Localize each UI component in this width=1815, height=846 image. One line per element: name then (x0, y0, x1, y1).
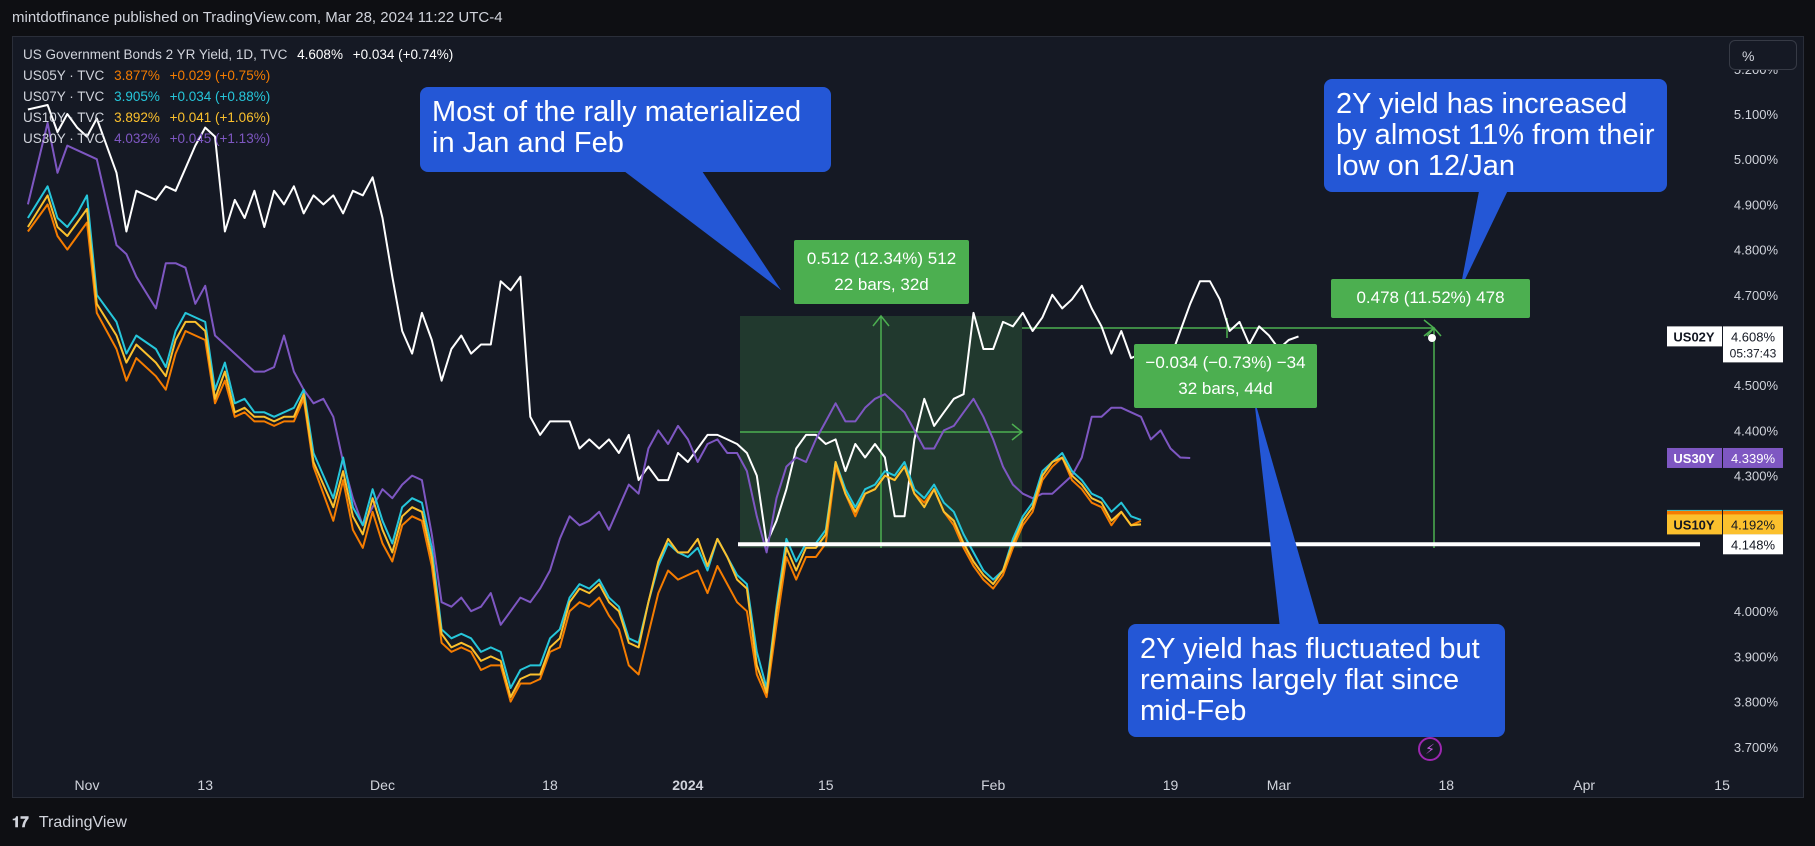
footer-brand-text: TradingView (38, 814, 127, 831)
legend-change: +0.034 (+0.88%) (169, 89, 271, 104)
measure-box-rally: 0.512 (12.34%) 512 22 bars, 32d (794, 240, 969, 304)
y-tick-label: 3.800% (1734, 695, 1779, 710)
y-tick-label: 4.000% (1734, 604, 1779, 619)
price-tag-countdown: 05:37:43 (1730, 346, 1777, 360)
legend-row-us07y[interactable]: US07Y · TVC 3.905% +0.034 (+0.88%) (23, 86, 453, 107)
y-tick-label: 3.700% (1734, 740, 1779, 755)
y-tick-label: 4.500% (1734, 378, 1779, 393)
measure-box-flat: −0.034 (−0.73%) −34 32 bars, 44d (1134, 344, 1317, 408)
legend-row-us30y[interactable]: US30Y · TVC 4.032% +0.045 (+1.13%) (23, 128, 453, 149)
callout-pointer (1254, 398, 1320, 628)
y-tick-label: 4.400% (1734, 423, 1779, 438)
series-line-us10y (27, 194, 1142, 699)
arrowhead (1011, 423, 1024, 441)
legend-name: US Government Bonds 2 YR Yield, 1D, TVC (23, 47, 288, 62)
price-tag-symbol-text: US10Y (1673, 517, 1715, 532)
y-tick-label: 5.100% (1734, 107, 1779, 122)
price-tag-value-text: 4.608% (1731, 329, 1776, 344)
legend-name: US10Y · TVC (23, 110, 105, 125)
price-tag-value (1723, 326, 1783, 363)
callout-increase: 2Y yield has increased by almost 11% fro… (1324, 79, 1667, 192)
y-tick-label: 4.700% (1734, 288, 1779, 303)
legend-row-us05y[interactable]: US05Y · TVC 3.877% +0.029 (+0.75%) (23, 65, 453, 86)
legend-row-us02y[interactable]: US Government Bonds 2 YR Yield, 1D, TVC … (23, 44, 453, 65)
measure-text: −0.034 (−0.73%) −34 (1145, 353, 1306, 372)
legend-price: 4.032% (114, 131, 160, 146)
y-tick-label: 4.800% (1734, 243, 1779, 258)
x-tick-label: 19 (1163, 777, 1179, 793)
legend-price: 4.608% (297, 47, 343, 62)
legend-name: US07Y · TVC (23, 89, 105, 104)
price-tag-value-text: 4.148% (1731, 537, 1776, 552)
price-tag-symbol (1667, 514, 1722, 535)
y-tick-label: 5.000% (1734, 152, 1779, 167)
legend-name: US05Y · TVC (23, 68, 105, 83)
callout-pointer (1460, 186, 1510, 290)
x-tick-label: Feb (981, 777, 1005, 793)
price-tag-value-text: 4.339% (1731, 451, 1776, 466)
percent-scale-button[interactable]: % (1729, 40, 1797, 70)
measure-text: 0.478 (11.52%) 478 (1356, 288, 1505, 307)
arrowhead (1426, 326, 1442, 337)
series-line-us05y (27, 203, 1142, 703)
last-point-marker (1428, 334, 1436, 342)
series-line-us07y (27, 185, 1142, 689)
legend-price: 3.877% (114, 68, 160, 83)
callout-flat: 2Y yield has fluctuated but remains larg… (1128, 624, 1505, 737)
legend-price: 3.905% (114, 89, 160, 104)
price-tag-symbol (1667, 326, 1722, 347)
price-tag-symbol (1667, 447, 1722, 468)
legend-change: +0.045 (+1.13%) (169, 131, 271, 146)
price-tag-symbol-text: US02Y (1673, 329, 1715, 344)
legend-name: US30Y · TVC (23, 131, 105, 146)
x-tick-label: Mar (1267, 777, 1291, 793)
y-tick-label: 4.900% (1734, 197, 1779, 212)
footer-brand: 𝟏𝟕 TradingView (12, 814, 127, 832)
legend-change: +0.034 (+0.74%) (352, 47, 454, 62)
x-tick-label: Apr (1573, 777, 1595, 793)
measure-text: 22 bars, 32d (834, 275, 929, 294)
legend-change: +0.041 (+1.06%) (169, 110, 271, 125)
measure-text: 32 bars, 44d (1178, 379, 1273, 398)
measure-text: 0.512 (12.34%) 512 (806, 249, 957, 268)
legend-change: +0.029 (+0.75%) (169, 68, 271, 83)
y-tick-label: 4.300% (1734, 469, 1779, 484)
lightning-icon[interactable]: ⚡ (1418, 737, 1442, 761)
callout-rally: Most of the rally materialized in Jan an… (420, 87, 831, 172)
measure-box-increase: 0.478 (11.52%) 478 (1331, 279, 1530, 318)
price-tag-symbol-text: US30Y (1673, 451, 1715, 466)
price-tag-value-text: 4.192% (1731, 517, 1776, 532)
y-tick-label: 3.900% (1734, 649, 1779, 664)
arrowhead (872, 314, 890, 327)
x-tick-label: 15 (818, 777, 834, 793)
x-tick-label: 18 (542, 777, 558, 793)
x-tick-label: 15 (1714, 777, 1730, 793)
publish-info: mintdotfinance published on TradingView.… (12, 9, 503, 26)
price-tag-value (1723, 447, 1783, 468)
x-tick-label: Nov (75, 777, 100, 793)
x-tick-label: 18 (1439, 777, 1455, 793)
callout-pointer (620, 168, 781, 290)
price-tag-value (1723, 534, 1783, 555)
x-tick-label: 2024 (672, 777, 703, 793)
legend-row-us10y[interactable]: US10Y · TVC 3.892% +0.041 (+1.06%) (23, 107, 453, 128)
series-line-us02y (27, 104, 1299, 545)
series-line-us30y (26, 122, 1191, 626)
legend-price: 3.892% (114, 110, 160, 125)
x-tick-label: 13 (197, 777, 213, 793)
x-tick-label: Dec (370, 777, 395, 793)
legend: US Government Bonds 2 YR Yield, 1D, TVC … (23, 44, 453, 149)
tradingview-logo-icon: 𝟏𝟕 (12, 814, 29, 831)
price-tag-value (1723, 514, 1783, 535)
